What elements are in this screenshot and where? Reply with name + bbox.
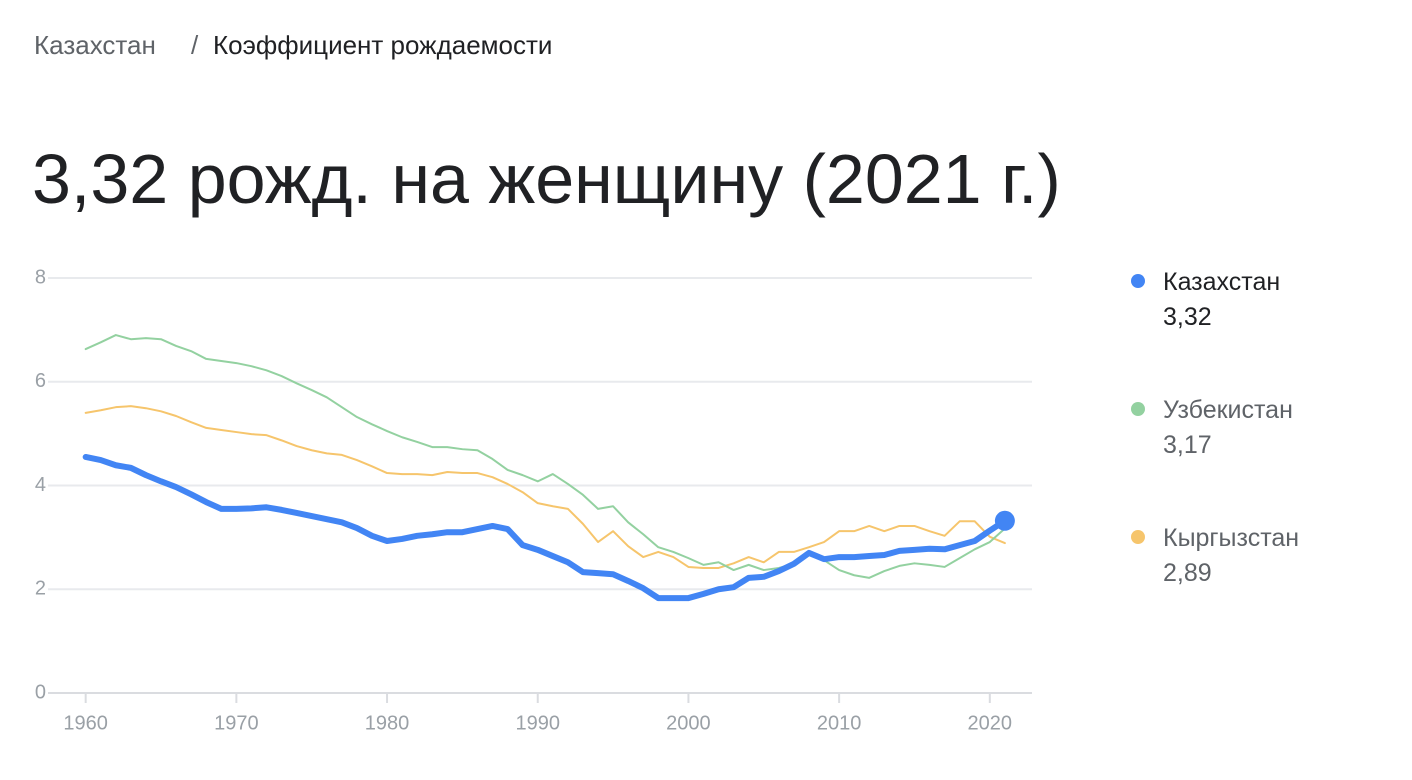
plot-area: 0 2 4 6 8 1960 1970 1980 1990 2000 2010 2020 <box>35 266 1032 734</box>
y-tick-label: 6 <box>35 370 46 392</box>
breadcrumb-separator: / <box>191 30 199 60</box>
series-line <box>82 453 1008 602</box>
x-tick-label: 1980 <box>365 712 410 734</box>
legend: Казахстан 3,32 Узбекистан 3,17 Кыргызстан 2,8… <box>1131 268 1299 587</box>
x-tick-label: 2000 <box>666 712 711 734</box>
legend-swatch <box>1131 402 1145 416</box>
legend-label: Узбекистан <box>1163 396 1293 424</box>
y-tick-label: 2 <box>35 578 46 600</box>
y-tick-label: 4 <box>35 474 46 496</box>
series-line <box>84 334 1006 579</box>
end-point <box>994 510 1015 531</box>
x-tick-label: 1970 <box>214 712 259 734</box>
x-tick-label: 2010 <box>817 712 862 734</box>
legend-value: 3,17 <box>1163 431 1212 459</box>
legend-label: Кыргызстан <box>1163 524 1299 552</box>
legend-value: 2,89 <box>1163 559 1212 587</box>
legend-swatch <box>1131 530 1145 544</box>
legend-swatch <box>1131 274 1145 288</box>
breadcrumb-link[interactable]: Казахстан <box>34 30 156 60</box>
headline: 3,32 рожд. на женщину (2021 г.) <box>32 140 1061 218</box>
breadcrumb-current: Коэффициент рождаемости <box>213 30 552 60</box>
y-tick-label: 0 <box>35 681 46 703</box>
x-tick-label: 1990 <box>515 712 560 734</box>
series-line <box>84 405 1006 569</box>
legend-value: 3,32 <box>1163 303 1212 331</box>
x-tick-label: 2020 <box>968 712 1013 734</box>
legend-label: Казахстан <box>1163 268 1280 296</box>
x-tick-label: 1960 <box>63 712 108 734</box>
y-tick-label: 8 <box>35 266 46 288</box>
